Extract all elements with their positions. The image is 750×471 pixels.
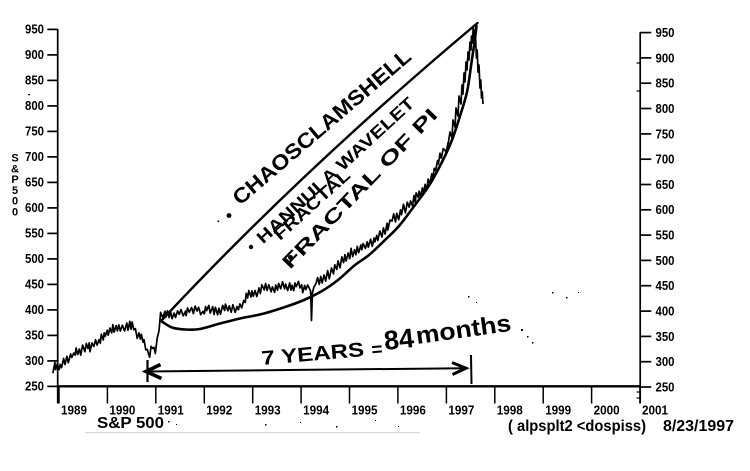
svg-text:350: 350 — [25, 329, 44, 343]
svg-text:1997: 1997 — [448, 404, 474, 418]
svg-text:2001: 2001 — [642, 404, 668, 418]
svg-text:S&P 500: S&P 500 — [97, 415, 164, 432]
svg-text:500: 500 — [25, 252, 44, 266]
svg-text:250: 250 — [656, 380, 675, 394]
svg-text:800: 800 — [656, 102, 675, 116]
svg-text:750: 750 — [25, 125, 44, 139]
svg-text:950: 950 — [656, 26, 675, 40]
svg-text:650: 650 — [656, 178, 675, 192]
svg-text:1990: 1990 — [109, 404, 135, 418]
svg-text:600: 600 — [25, 201, 44, 215]
svg-text:2000: 2000 — [594, 404, 620, 418]
svg-text:300: 300 — [656, 355, 675, 369]
svg-text:700: 700 — [25, 150, 44, 164]
svg-text:550: 550 — [656, 229, 675, 243]
svg-text:( alpsplt2 <dospiss): ( alpsplt2 <dospiss) — [508, 418, 646, 435]
svg-text:300: 300 — [25, 354, 44, 368]
svg-text:700: 700 — [656, 153, 675, 167]
svg-text:1992: 1992 — [206, 404, 232, 418]
svg-text:P: P — [11, 174, 18, 186]
svg-text:350: 350 — [656, 330, 675, 344]
svg-text:900: 900 — [25, 48, 44, 62]
svg-text:84: 84 — [382, 323, 415, 356]
svg-text:8/23/1997: 8/23/1997 — [663, 418, 734, 435]
svg-text:950: 950 — [25, 23, 44, 37]
svg-text:450: 450 — [656, 279, 675, 293]
svg-text:850: 850 — [656, 77, 675, 91]
svg-text:1998: 1998 — [497, 404, 523, 418]
svg-text:5: 5 — [12, 185, 18, 197]
svg-text:1989: 1989 — [61, 404, 87, 418]
svg-text:1995: 1995 — [352, 404, 378, 418]
svg-text:450: 450 — [25, 278, 44, 292]
svg-text:550: 550 — [25, 227, 44, 241]
svg-text:1994: 1994 — [303, 404, 329, 418]
svg-text:1991: 1991 — [158, 404, 184, 418]
svg-text:0: 0 — [12, 196, 18, 208]
svg-text:600: 600 — [656, 203, 675, 217]
svg-text:250: 250 — [25, 380, 44, 394]
svg-text:800: 800 — [25, 99, 44, 113]
svg-text:650: 650 — [25, 176, 44, 190]
svg-text:1996: 1996 — [400, 404, 426, 418]
svg-text:=: = — [371, 339, 384, 361]
svg-text:400: 400 — [25, 303, 44, 317]
svg-text:900: 900 — [656, 51, 675, 65]
svg-text:S: S — [11, 153, 18, 165]
svg-text:500: 500 — [656, 254, 675, 268]
svg-text:0: 0 — [12, 207, 18, 219]
svg-text:400: 400 — [656, 305, 675, 319]
svg-text:1993: 1993 — [255, 404, 281, 418]
svg-text:1999: 1999 — [545, 404, 571, 418]
svg-text:&: & — [11, 163, 19, 175]
svg-text:850: 850 — [25, 74, 44, 88]
svg-text:750: 750 — [656, 127, 675, 141]
